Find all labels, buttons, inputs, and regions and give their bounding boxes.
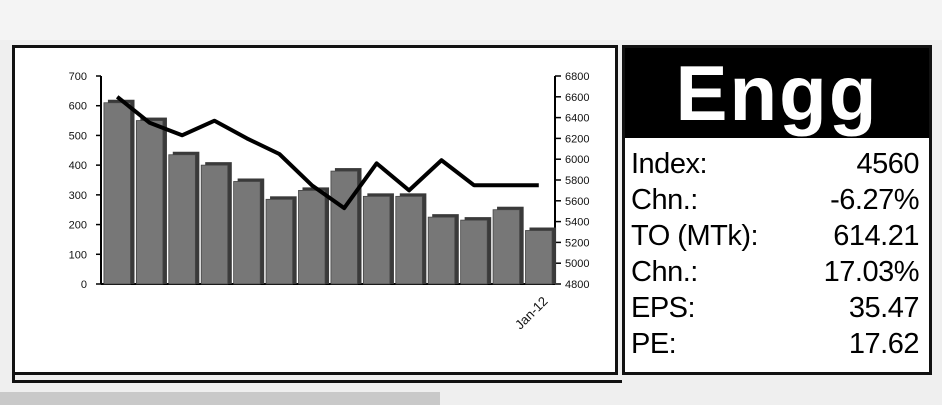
stat-value: 17.03% <box>823 256 920 288</box>
left-tick-label: 600 <box>69 101 87 113</box>
bar <box>460 219 488 285</box>
bar <box>395 195 423 285</box>
combo-chart: 0 100 200 300 400 500 600 700 4800 5000 5200 5400 56… <box>69 71 590 333</box>
bar <box>233 181 261 285</box>
left-tick-label: 300 <box>69 190 87 202</box>
bar <box>103 102 131 285</box>
index-line <box>115 95 539 211</box>
bar <box>330 170 358 285</box>
sector-title: Engg <box>625 48 929 138</box>
stat-label: Index: <box>631 148 708 180</box>
right-tick-label: 6400 <box>565 113 589 125</box>
stat-value: 614.21 <box>833 220 919 252</box>
right-tick-label: 5800 <box>565 175 589 187</box>
bar <box>362 195 391 285</box>
stats-panel: Engg Index: 4560 Chn.: -6.27% TO (MTk): … <box>622 45 932 375</box>
stat-value: 4560 <box>856 148 919 180</box>
bar <box>427 216 456 285</box>
right-tick-label: 5600 <box>565 196 589 208</box>
right-tick-label: 5200 <box>565 237 589 249</box>
left-tick-label: 400 <box>69 160 87 172</box>
right-tick-label: 4800 <box>565 279 589 291</box>
bar <box>200 164 229 285</box>
stat-label: Chn.: <box>631 184 698 216</box>
right-tick-label: 5400 <box>565 217 589 229</box>
right-tick-label: 6000 <box>565 154 589 166</box>
left-tick-label: 700 <box>69 71 87 83</box>
stat-row-turnover: TO (MTk): 614.21 <box>631 218 919 254</box>
stat-row-index: Index: 4560 <box>631 146 919 182</box>
bar <box>265 198 294 285</box>
top-band <box>0 0 942 40</box>
stat-value: 17.62 <box>848 328 920 360</box>
bar <box>298 189 326 285</box>
category-label-last: Jan-12 <box>512 294 551 333</box>
stat-label: EPS: <box>631 292 696 324</box>
bottom-band <box>0 392 440 405</box>
stats-list: Index: 4560 Chn.: -6.27% TO (MTk): 614.2… <box>625 138 929 362</box>
bar <box>168 154 196 285</box>
stat-label: TO (MTk): <box>631 220 759 252</box>
left-tick-label: 200 <box>69 220 87 232</box>
stat-label: PE: <box>631 328 677 360</box>
stat-row-turnover-change: Chn.: 17.03% <box>631 254 920 290</box>
bar <box>492 209 521 285</box>
stat-value: 35.47 <box>848 292 920 324</box>
bar <box>135 120 164 285</box>
stat-value: -6.27% <box>830 184 919 216</box>
stat-row-index-change: Chn.: -6.27% <box>631 182 919 218</box>
chart-frame: 0 100 200 300 400 500 600 700 4800 5000 5200 5400 56… <box>12 45 618 375</box>
right-tick-label: 6200 <box>565 133 589 145</box>
right-tick-label: 6600 <box>565 92 589 104</box>
left-tick-label: 0 <box>81 279 87 291</box>
left-tick-label: 500 <box>69 130 87 142</box>
stat-row-eps: EPS: 35.47 <box>631 290 920 326</box>
bar <box>525 230 553 285</box>
right-tick-label: 6800 <box>565 71 589 83</box>
right-tick-label: 5000 <box>565 258 589 270</box>
stat-row-pe: PE: 17.62 <box>631 326 920 362</box>
left-tick-label: 100 <box>69 249 87 261</box>
stat-label: Chn.: <box>631 256 698 288</box>
frame-underline <box>12 373 622 383</box>
